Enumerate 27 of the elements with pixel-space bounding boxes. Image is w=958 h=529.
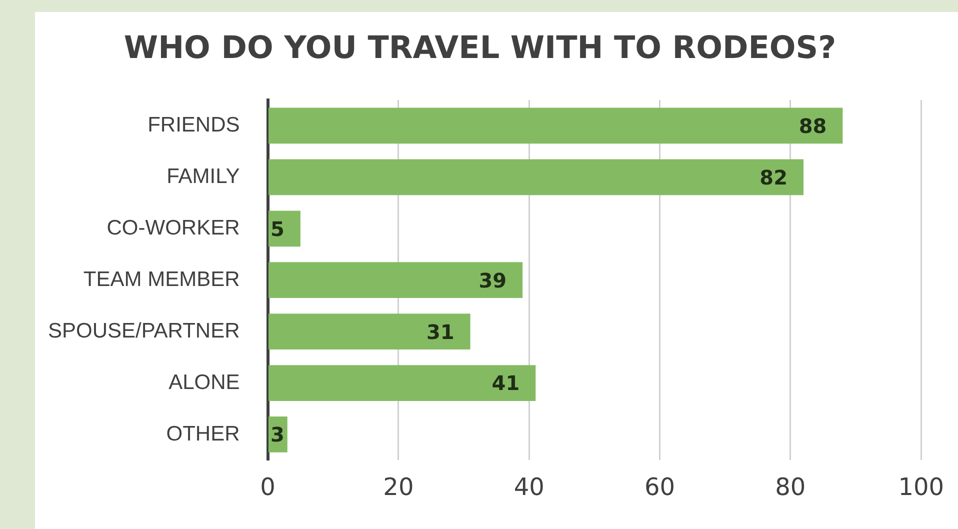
data-label: 39 bbox=[478, 268, 507, 292]
bar bbox=[268, 314, 470, 350]
data-label: 82 bbox=[760, 165, 788, 190]
data-label: 5 bbox=[270, 216, 284, 241]
y-tick-label: FAMILY bbox=[166, 164, 240, 188]
x-tick-label: 80 bbox=[775, 472, 806, 501]
bar bbox=[268, 108, 843, 144]
data-label: 3 bbox=[270, 422, 284, 447]
data-label: 88 bbox=[798, 114, 827, 138]
chart-title: WHO DO YOU TRAVEL WITH TO RODEOS? bbox=[122, 30, 838, 66]
y-tick-label: ALONE bbox=[168, 370, 240, 394]
bar bbox=[268, 210, 300, 247]
data-label: 41 bbox=[492, 371, 520, 396]
x-tick-label: 0 bbox=[260, 472, 276, 501]
y-tick-label: TEAM MEMBER bbox=[83, 268, 240, 291]
x-tick-label: 60 bbox=[644, 472, 676, 501]
y-tick-label: FRIENDS bbox=[148, 114, 240, 137]
bar bbox=[268, 159, 804, 196]
x-tick-label: 100 bbox=[898, 472, 944, 501]
x-tick-label: 20 bbox=[383, 472, 414, 501]
y-tick-label: SPOUSE/PARTNER bbox=[48, 319, 240, 342]
y-tick-label: CO-WORKER bbox=[106, 216, 240, 240]
bar bbox=[268, 262, 523, 298]
y-tick-label: OTHER bbox=[166, 422, 240, 446]
bar bbox=[268, 365, 536, 401]
x-tick-label: 40 bbox=[514, 472, 544, 501]
data-label: 31 bbox=[426, 320, 454, 344]
